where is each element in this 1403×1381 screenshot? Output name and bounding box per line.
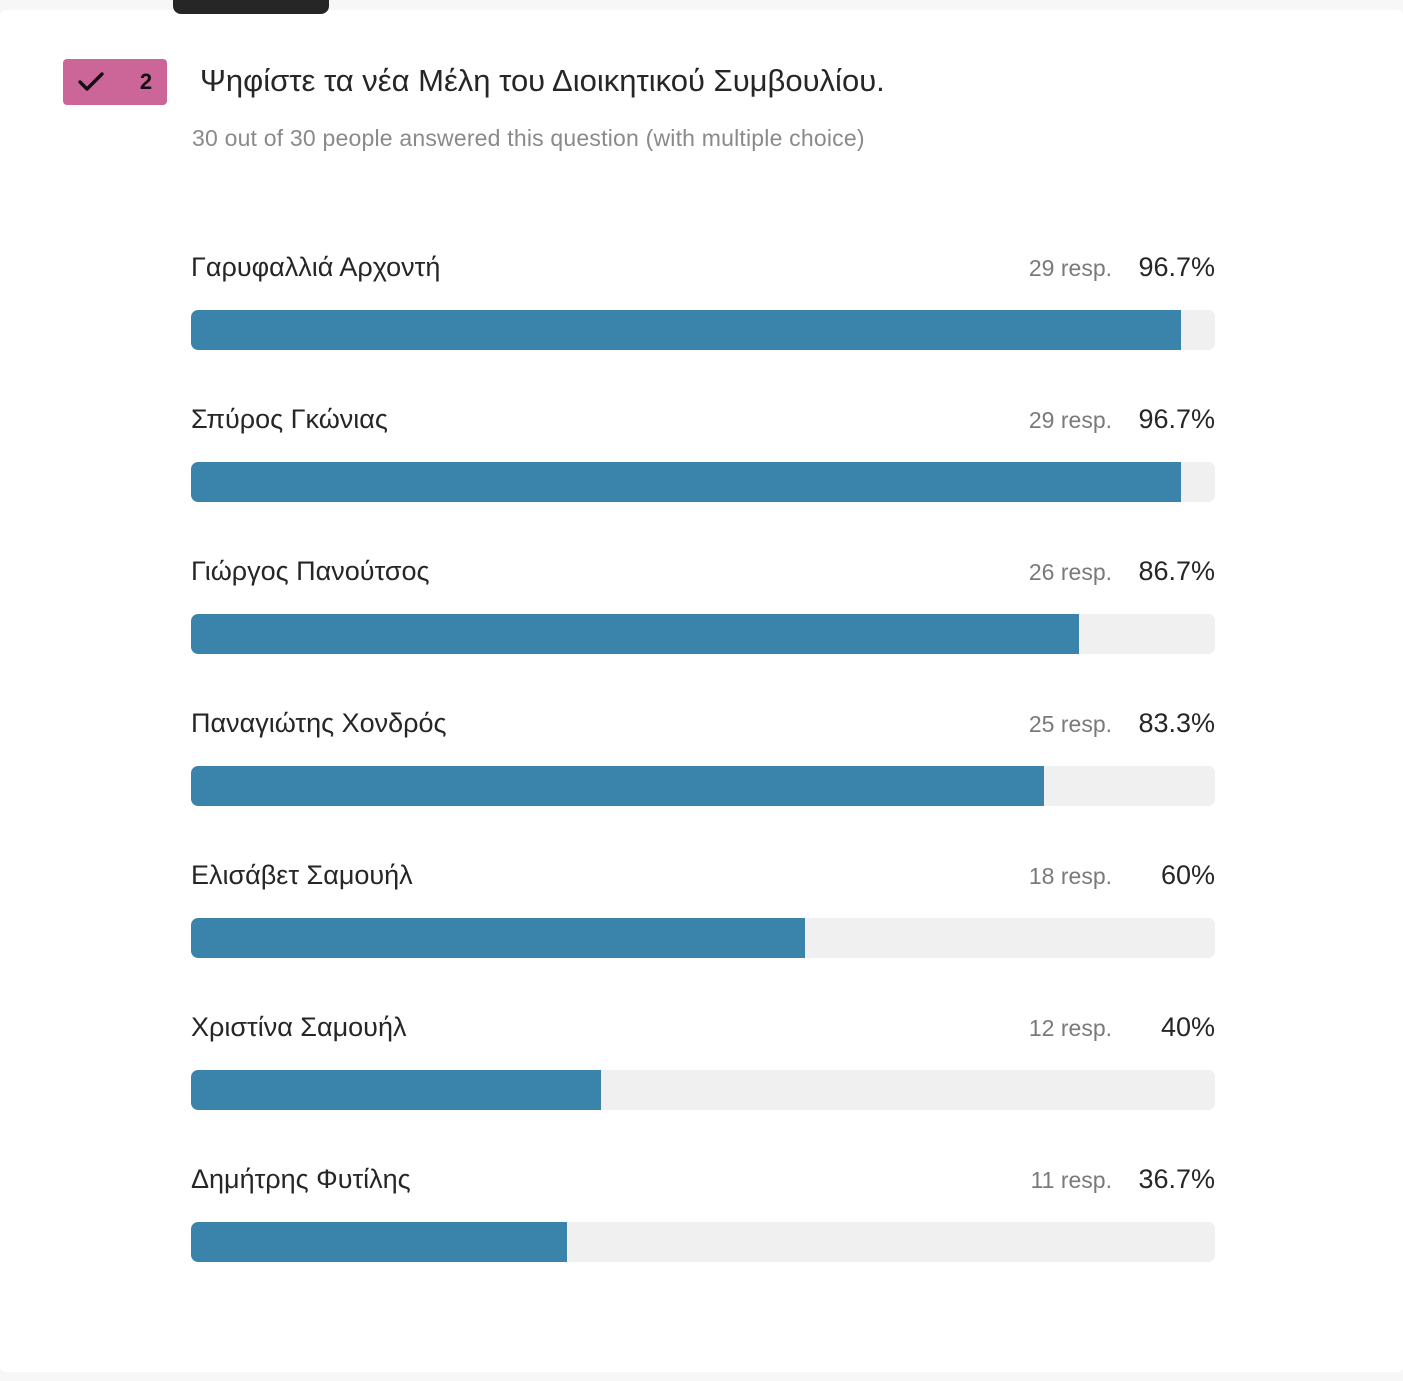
choice-bar-fill	[191, 918, 806, 958]
choice-row: Δημήτρης Φυτίλης 11 resp. 36.7%	[191, 1162, 1215, 1262]
choice-response-count: 25 resp.	[1028, 711, 1112, 737]
choice-bar-track	[191, 614, 1215, 654]
choice-percent: 40%	[1160, 1012, 1215, 1042]
choice-bar-fill	[191, 614, 1079, 654]
choice-bar-track	[191, 462, 1215, 502]
choice-row: Παναγιώτης Χονδρός 25 resp. 83.3%	[191, 706, 1215, 806]
question-title: Ψηφίστε τα νέα Μέλη του Διοικητικού Συμβ…	[200, 63, 885, 98]
choice-bar-fill	[191, 1070, 601, 1110]
choice-bar-track	[191, 1070, 1215, 1110]
choice-bar-track	[191, 766, 1215, 806]
choice-label: Ελισάβετ Σαμουήλ	[191, 860, 413, 890]
choice-row: Γιώργος Πανούτσος 26 resp. 86.7%	[191, 554, 1215, 654]
choice-label: Παναγιώτης Χονδρός	[191, 708, 447, 738]
choice-bar-track	[191, 918, 1215, 958]
choice-row: Γαρυφαλλιά Αρχοντή 29 resp. 96.7%	[191, 250, 1215, 350]
choice-label: Σπύρος Γκώνιας	[191, 404, 388, 434]
choice-label: Χριστίνα Σαμουήλ	[191, 1012, 407, 1042]
choice-percent: 96.7%	[1138, 404, 1215, 434]
choice-percent: 96.7%	[1138, 252, 1215, 282]
checkmark-icon	[78, 72, 104, 91]
choice-bar-track	[191, 310, 1215, 350]
top-tab-indicator	[173, 0, 329, 14]
choice-row: Ελισάβετ Σαμουήλ 18 resp. 60%	[191, 858, 1215, 958]
choice-label: Γιώργος Πανούτσος	[191, 556, 430, 586]
choice-response-count: 26 resp.	[1028, 559, 1112, 585]
choice-label: Γαρυφαλλιά Αρχοντή	[191, 252, 441, 282]
choice-bar-fill	[191, 1222, 567, 1262]
choice-response-count: 29 resp.	[1028, 407, 1112, 433]
question-subtitle: 30 out of 30 people answered this questi…	[192, 125, 865, 151]
choice-label: Δημήτρης Φυτίλης	[191, 1164, 411, 1194]
choice-percent: 60%	[1160, 860, 1215, 890]
choice-bar-track	[191, 1222, 1215, 1262]
choice-row: Χριστίνα Σαμουήλ 12 resp. 40%	[191, 1010, 1215, 1110]
choice-response-count: 18 resp.	[1028, 863, 1112, 889]
choice-bar-fill	[191, 310, 1182, 350]
choice-percent: 83.3%	[1138, 708, 1215, 738]
question-number-badge: 2	[63, 59, 167, 105]
choice-response-count: 12 resp.	[1028, 1015, 1112, 1041]
choice-response-count: 29 resp.	[1028, 255, 1112, 281]
choice-row: Σπύρος Γκώνιας 29 resp. 96.7%	[191, 402, 1215, 502]
choice-percent: 86.7%	[1138, 556, 1215, 586]
question-number: 2	[139, 69, 153, 94]
choice-bar-fill	[191, 766, 1044, 806]
choice-percent: 36.7%	[1138, 1164, 1215, 1194]
choice-response-count: 11 resp.	[1030, 1167, 1112, 1193]
choice-bar-fill	[191, 462, 1182, 502]
